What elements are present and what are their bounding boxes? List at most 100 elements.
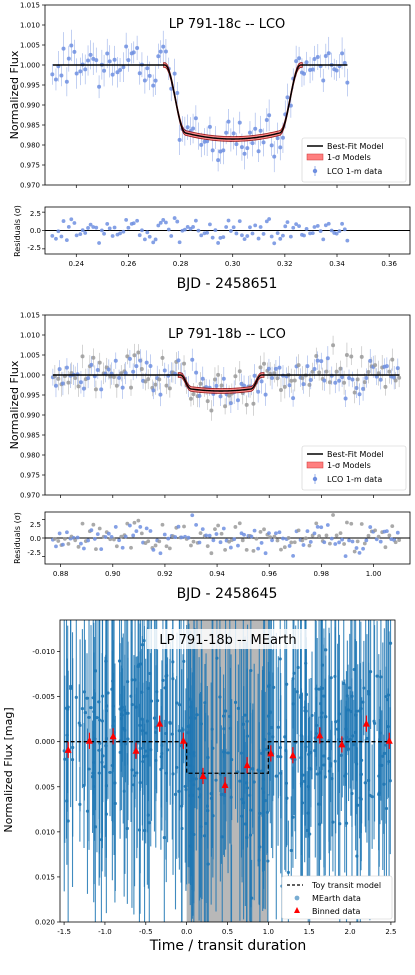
data-point: [301, 382, 306, 387]
residual-point: [317, 534, 322, 538]
x-tick-label: 0.36: [381, 260, 397, 268]
legend-band-label: 1-σ Models: [327, 461, 371, 470]
residual-point: [124, 217, 129, 222]
data-point: [142, 78, 147, 83]
data-point: [212, 377, 217, 382]
residual-point: [61, 219, 66, 223]
residual-point: [256, 546, 261, 551]
data-point: [259, 379, 264, 384]
data-point: [274, 774, 278, 778]
residual-point: [277, 530, 282, 535]
y-tick-label: 0.970: [20, 182, 40, 190]
residual-point: [182, 524, 186, 529]
data-point: [345, 80, 350, 85]
data-point: [292, 378, 297, 383]
residual-point: [151, 240, 156, 245]
x-tick-label: 1.5: [304, 928, 315, 936]
residual-point: [354, 546, 359, 550]
residual-point: [218, 540, 223, 545]
y-tick-label: 0.985: [20, 432, 40, 440]
data-point: [305, 364, 310, 369]
residual-point: [376, 534, 381, 539]
data-point: [91, 355, 96, 360]
data-point: [278, 387, 283, 392]
data-point: [139, 367, 144, 372]
data-point: [302, 71, 307, 76]
data-point: [313, 749, 317, 753]
residual-point: [300, 538, 305, 543]
data-point: [226, 751, 230, 755]
x-tick-label: 0.28: [173, 260, 189, 268]
data-point: [245, 781, 249, 785]
residual-point: [328, 541, 332, 546]
data-point: [275, 376, 280, 381]
y-axis-label: Normalized Flux [mag]: [2, 707, 15, 832]
data-point: [192, 754, 196, 758]
data-point: [66, 380, 71, 385]
data-point: [252, 780, 256, 784]
data-point: [291, 396, 296, 401]
data-point: [209, 796, 214, 800]
x-tick-label: 0.96: [261, 570, 277, 578]
residual-point: [319, 525, 324, 530]
data-point: [114, 383, 119, 388]
data-point: [247, 130, 252, 135]
residual-point: [267, 217, 272, 221]
residual-point: [138, 525, 143, 529]
data-point: [234, 142, 239, 147]
data-point: [158, 49, 163, 54]
residual-point: [258, 225, 263, 229]
residual-point: [102, 231, 106, 236]
data-point: [191, 392, 196, 397]
data-point: [61, 46, 66, 51]
residual-point: [383, 545, 388, 550]
data-point: [53, 77, 58, 82]
residual-point: [342, 227, 347, 232]
y-tick-label: 0.995: [20, 82, 40, 90]
data-point: [285, 95, 290, 100]
data-point: [143, 379, 148, 384]
residual-point: [161, 218, 166, 222]
residual-point: [312, 225, 317, 229]
residual-point: [324, 533, 329, 538]
residual-tick-top: 2.5: [30, 521, 41, 529]
data-point: [328, 764, 333, 768]
data-point: [261, 140, 266, 145]
toy-model-line: [64, 741, 391, 774]
y-tick-label: 0.980: [20, 452, 40, 460]
legend-model-label: Best-Fit Model: [327, 450, 384, 459]
data-point: [124, 44, 129, 49]
x-tick-label: 0.0: [181, 928, 192, 936]
data-point: [53, 383, 58, 388]
data-point: [352, 390, 357, 395]
data-point: [322, 763, 326, 767]
residual-point: [342, 542, 346, 546]
data-point: [252, 373, 257, 378]
residual-point: [234, 231, 239, 236]
residual-point: [91, 225, 96, 229]
residual-point: [175, 219, 180, 224]
residual-point: [218, 236, 223, 240]
residual-point: [134, 529, 139, 533]
data-point: [93, 737, 97, 741]
residual-point: [166, 227, 171, 232]
residual-point: [273, 531, 278, 536]
data-point: [284, 748, 288, 753]
data-point: [94, 58, 99, 63]
data-point: [309, 750, 313, 755]
residual-point: [50, 233, 55, 238]
data-point: [221, 148, 226, 153]
residual-point: [121, 229, 126, 234]
y-tick-label: 0.990: [20, 102, 40, 110]
residual-point: [249, 534, 254, 539]
residual-point: [61, 542, 65, 547]
panel-lp791-18b-mearth: LP 791-18b -- MEarth Normalized Flux [ma…: [2, 619, 396, 954]
y-tick-label: 0.995: [20, 392, 40, 400]
residual-point: [214, 532, 219, 536]
x-tick-labels: -1.5 -1.0 -0.5 0.0 0.5 1.0 1.5 2.0 2.5: [57, 922, 396, 936]
data-point: [170, 732, 174, 736]
residual-point: [82, 546, 86, 551]
binned-point: [385, 736, 393, 744]
data-point: [209, 408, 214, 413]
data-point: [317, 687, 321, 691]
